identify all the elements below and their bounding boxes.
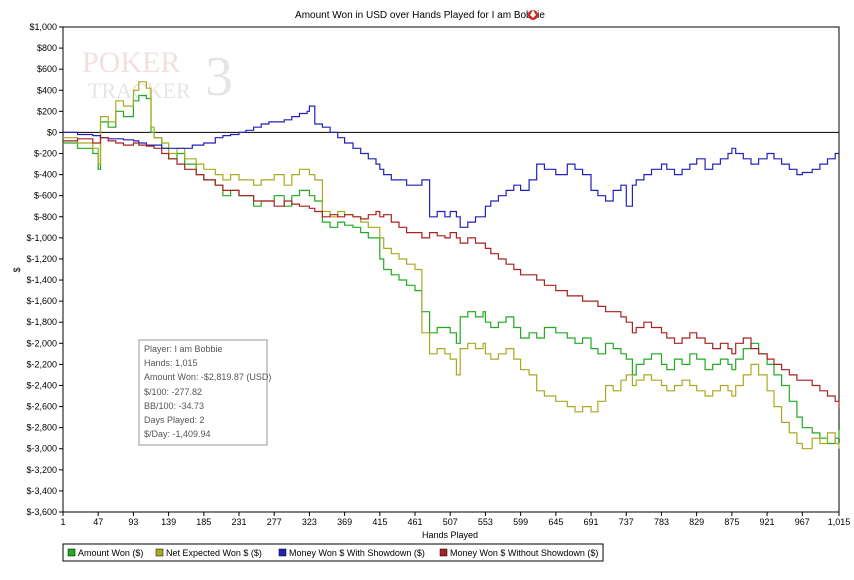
x-tick-label: 875 bbox=[724, 517, 739, 527]
series-line-4 bbox=[63, 137, 840, 409]
poker-tracker-watermark: POKER TRACKER 3 bbox=[82, 46, 233, 108]
legend: Amount Won ($) Net Expected Won $ ($) Mone… bbox=[62, 543, 604, 562]
x-tick-label: 507 bbox=[443, 517, 458, 527]
x-tick-label: 93 bbox=[128, 517, 138, 527]
x-tick-label: 1,015 bbox=[828, 517, 851, 527]
stats-box: Player: I am Bobbie Hands: 1,015 Amount … bbox=[138, 339, 271, 446]
x-axis: 1 47 93 139 185 231 277 323 369 415 461 507 553 599 64… bbox=[60, 512, 850, 527]
x-tick-label: 691 bbox=[584, 517, 599, 527]
x-tick-label: 599 bbox=[513, 517, 528, 527]
y-axis-label: $ bbox=[12, 267, 22, 272]
x-tick-label: 645 bbox=[548, 517, 563, 527]
y-tick-label: $-200 bbox=[34, 149, 57, 159]
y-axis: $1,000 $800 $600 $400 $200 $0 $-200 $-400 $-600 $… bbox=[26, 22, 63, 517]
x-tick-label: 1 bbox=[60, 517, 65, 527]
plot-area bbox=[62, 26, 840, 513]
y-tick-label: $-400 bbox=[34, 170, 57, 180]
legend-swatch bbox=[439, 548, 448, 557]
legend-swatch bbox=[67, 548, 76, 557]
y-tick-label: $-1,600 bbox=[26, 296, 57, 306]
legend-label: Net Expected Won $ ($) bbox=[166, 548, 262, 558]
x-tick-label: 967 bbox=[795, 517, 810, 527]
stats-amount-won: Amount Won: -$2,819.87 (USD) bbox=[144, 372, 271, 382]
y-tick-label: $0 bbox=[47, 127, 57, 137]
y-tick-label: $-1,400 bbox=[26, 275, 57, 285]
y-tick-label: $-2,400 bbox=[26, 380, 57, 390]
y-tick-label: $600 bbox=[37, 64, 57, 74]
stats-hands: Hands: 1,015 bbox=[144, 358, 198, 368]
y-tick-label: $1,000 bbox=[29, 22, 57, 32]
x-tick-label: 47 bbox=[93, 517, 103, 527]
x-tick-label: 323 bbox=[302, 517, 317, 527]
y-tick-label: $-1,000 bbox=[26, 233, 57, 243]
y-tick-label: $-2,800 bbox=[26, 423, 57, 433]
legend-label: Amount Won ($) bbox=[78, 548, 143, 558]
legend-swatch bbox=[155, 548, 164, 557]
y-tick-label: $-800 bbox=[34, 212, 57, 222]
x-tick-label: 829 bbox=[689, 517, 704, 527]
spade-logo-icon bbox=[528, 10, 538, 20]
x-tick-label: 277 bbox=[267, 517, 282, 527]
y-tick-label: $-1,800 bbox=[26, 317, 57, 327]
y-tick-label: $400 bbox=[37, 85, 57, 95]
series-lines bbox=[63, 81, 840, 450]
x-tick-label: 369 bbox=[337, 517, 352, 527]
y-tick-label: $-2,200 bbox=[26, 359, 57, 369]
stats-per-day: $/Day: -1,409.94 bbox=[144, 429, 211, 439]
x-tick-label: 921 bbox=[760, 517, 775, 527]
y-tick-label: $-3,600 bbox=[26, 507, 57, 517]
x-tick-label: 553 bbox=[478, 517, 493, 527]
y-tick-label: $200 bbox=[37, 106, 57, 116]
svg-text:3: 3 bbox=[205, 46, 233, 108]
x-tick-label: 783 bbox=[654, 517, 669, 527]
x-axis-label: Hands Played bbox=[422, 530, 478, 540]
y-tick-label: $-3,000 bbox=[26, 444, 57, 454]
series-line-3 bbox=[63, 105, 839, 228]
y-tick-label: $-3,400 bbox=[26, 486, 57, 496]
x-tick-label: 231 bbox=[232, 517, 247, 527]
legend-label: Money Won $ Without Showdown ($) bbox=[450, 548, 598, 558]
y-tick-label: $-2,600 bbox=[26, 402, 57, 412]
legend-label: Money Won $ With Showdown ($) bbox=[289, 548, 425, 558]
x-tick-label: 185 bbox=[196, 517, 211, 527]
series-line-2 bbox=[63, 81, 840, 450]
x-tick-label: 415 bbox=[372, 517, 387, 527]
x-tick-label: 737 bbox=[619, 517, 634, 527]
stats-per100: $/100: -277.82 bbox=[144, 387, 202, 397]
legend-swatch bbox=[278, 548, 287, 557]
stats-days: Days Played: 2 bbox=[144, 415, 205, 425]
chart-title: Amount Won in USD over Hands Played for … bbox=[295, 10, 545, 21]
y-tick-label: $-3,200 bbox=[26, 465, 57, 475]
x-tick-label: 461 bbox=[408, 517, 423, 527]
stats-bb100: BB/100: -34.73 bbox=[144, 401, 204, 411]
stats-player: Player: I am Bobbie bbox=[144, 344, 223, 354]
y-tick-label: $-600 bbox=[34, 191, 57, 201]
svg-text:POKER: POKER bbox=[82, 46, 180, 79]
y-tick-label: $800 bbox=[37, 43, 57, 53]
y-tick-label: $-2,000 bbox=[26, 338, 57, 348]
y-tick-label: $-1,200 bbox=[26, 254, 57, 264]
x-tick-label: 139 bbox=[161, 517, 176, 527]
